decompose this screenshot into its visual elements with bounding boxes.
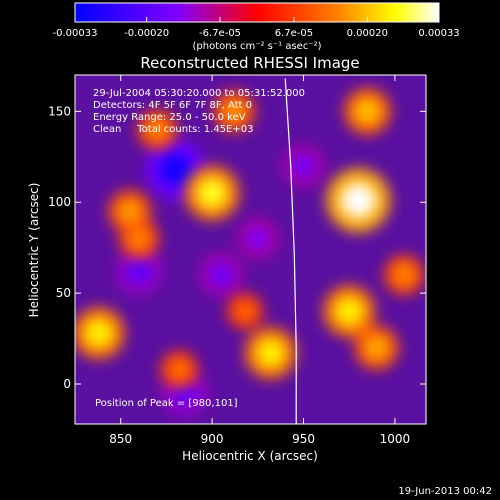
solar-limb-line xyxy=(284,78,297,424)
y-axis-label: Heliocentric Y (arcsec) xyxy=(27,183,41,318)
colorbar-tick-label: -6.7e-05 xyxy=(199,28,241,39)
colorbar-tick-label: -0.00033 xyxy=(53,28,98,39)
colorbar-tick-label: 0.00033 xyxy=(418,28,459,39)
heatmap-source xyxy=(256,338,285,368)
heatmap-source xyxy=(209,262,234,288)
heatmap-source xyxy=(222,99,246,123)
y-tick-label: 0 xyxy=(63,377,71,391)
heatmap-source xyxy=(246,227,270,250)
heatmap-source xyxy=(197,178,228,209)
heatmap-source xyxy=(126,258,152,285)
heatmap-source xyxy=(334,297,364,326)
info-line-energy: Energy Range: 25.0 - 50.0 keV xyxy=(93,112,246,123)
heatmap-source xyxy=(84,318,114,348)
heatmap-source xyxy=(168,359,190,380)
colorbar-tick-label: 6.7e-05 xyxy=(275,28,313,39)
colorbar xyxy=(74,2,440,23)
y-tick-label: 100 xyxy=(48,195,71,209)
x-tick-label: 900 xyxy=(201,432,224,446)
info-block: 29-Jul-2004 05:30:20.000 to 05:31:52.000… xyxy=(93,88,305,135)
plot-frame xyxy=(74,74,427,425)
x-tick-label: 1000 xyxy=(380,432,411,446)
heatmap-source xyxy=(118,199,142,224)
heatmap-source xyxy=(340,182,376,219)
colorbar-tick-label: -0.00020 xyxy=(124,28,169,39)
y-tick-label: 150 xyxy=(48,104,71,118)
heatmap-source xyxy=(393,263,416,286)
info-line-detectors: Detectors: 4F 5F 6F 7F 8F, Att 0 xyxy=(93,100,252,111)
x-axis-label: Heliocentric X (arcsec) xyxy=(182,449,318,463)
heatmap-source xyxy=(127,227,150,250)
heatmap-source xyxy=(159,153,193,187)
heatmap-source xyxy=(291,154,316,178)
y-tick-label: 50 xyxy=(56,286,71,300)
colorbar-tick-label: 0.00020 xyxy=(347,28,388,39)
heatmap-source xyxy=(354,98,381,125)
heatmap-source xyxy=(146,118,169,141)
info-line-counts: Clean Total counts: 1.45E+03 xyxy=(93,124,253,135)
info-line-time: 29-Jul-2004 05:30:20.000 to 05:31:52.000 xyxy=(93,88,305,99)
y-axis-ticks: 0 50 100 150 xyxy=(48,104,426,391)
x-tick-label: 950 xyxy=(292,432,315,446)
x-tick-label: 850 xyxy=(109,432,132,446)
chart-title: Reconstructed RHESSI Image xyxy=(140,54,359,72)
heatmap-source xyxy=(364,335,389,360)
peak-position-text: Position of Peak = [980,101] xyxy=(95,398,238,409)
heatmap-area xyxy=(75,78,425,424)
footer-date: 19-Jun-2013 00:42 xyxy=(398,486,492,497)
colorbar-units: (photons cm⁻² s⁻¹ asec⁻²) xyxy=(192,41,321,52)
colorbar-ticks: -0.00033 -0.00020 -6.7e-05 6.7e-05 0.00020 0.… xyxy=(53,17,460,39)
heatmap-source xyxy=(235,301,255,322)
x-axis-ticks: 850 900 950 1000 xyxy=(109,75,410,446)
